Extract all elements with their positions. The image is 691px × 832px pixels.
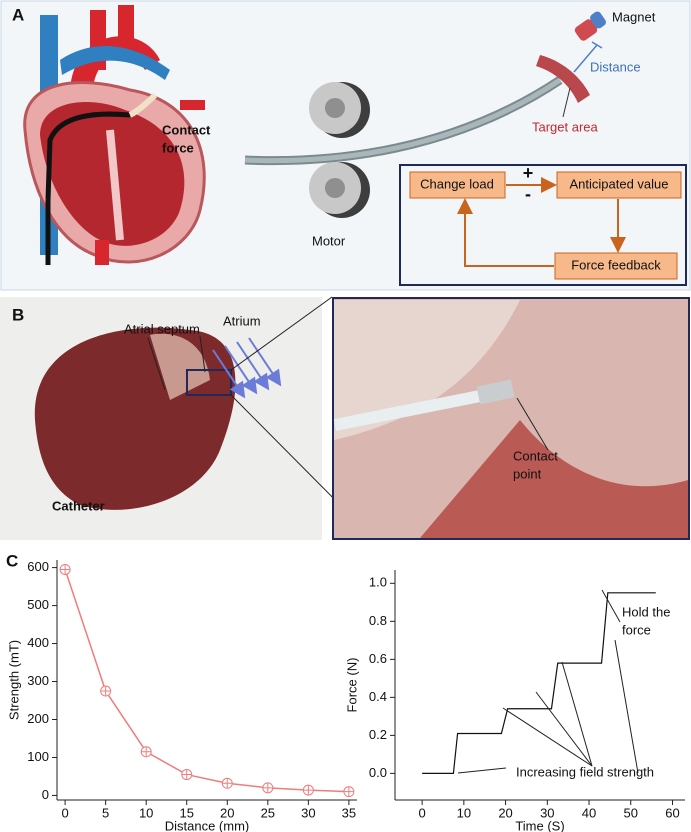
y-tick-label: 0.2 [369, 727, 387, 742]
y-tick-label: 0 [42, 787, 49, 802]
zoom-line [230, 296, 333, 371]
x-tick-label: 30 [301, 805, 315, 820]
data-line [422, 592, 656, 774]
annotation-line [601, 589, 621, 623]
catheter-label: Catheter [52, 498, 105, 513]
box-text: Anticipated value [569, 176, 668, 191]
annotation-line [614, 639, 639, 774]
data-point [221, 777, 233, 789]
heart-photo-shape [150, 333, 210, 400]
distance-label: Distance [590, 59, 641, 74]
zoom-catheter [333, 389, 487, 431]
magnet-label: Magnet [612, 9, 656, 24]
data-point [262, 782, 274, 794]
y-tick-label: 400 [27, 635, 49, 650]
leader-line [147, 337, 166, 391]
y-tick-label: 0.0 [369, 765, 387, 780]
box [554, 252, 678, 280]
contact-point-label: point [513, 466, 542, 481]
panel-label: C [6, 551, 18, 570]
y-tick-label: 100 [27, 749, 49, 764]
x-tick-label: 10 [457, 805, 471, 820]
y-tick-label: 300 [27, 673, 49, 688]
minus-sign: - [525, 184, 531, 204]
contact-point-label: Contact [513, 448, 558, 463]
annotation: Increasing field strength [516, 764, 654, 779]
atrium-label: Atrium [223, 313, 261, 328]
plus-sign: + [523, 163, 534, 183]
data-point [343, 786, 355, 798]
data-line [64, 569, 349, 793]
field-arrows [212, 337, 282, 399]
annotation-line [561, 661, 593, 767]
x-tick-label: 50 [624, 805, 638, 820]
leader-line [199, 335, 206, 373]
motor-label: Motor [312, 233, 346, 248]
data-point [181, 769, 193, 781]
zoom-tissue [420, 420, 688, 538]
y-tick-label: 600 [27, 559, 49, 574]
heart-illustration [23, 5, 206, 265]
leader-line [516, 397, 549, 451]
contact-force-label: Contact [162, 122, 211, 137]
annotation-line [457, 767, 507, 774]
x-tick-label: 60 [665, 805, 679, 820]
data-point [100, 685, 112, 697]
y-tick-label: 0.6 [369, 651, 387, 666]
y-tick-label: 0.8 [369, 613, 387, 628]
panel-label: B [12, 305, 24, 324]
y-tick-label: 1.0 [369, 575, 387, 590]
x-tick-label: 0 [61, 805, 68, 820]
feedback-frame [399, 164, 687, 286]
box-text: Force feedback [571, 257, 661, 272]
annotation: Hold the [622, 604, 670, 619]
x-tick-label: 20 [220, 805, 234, 820]
catheter-and-motor [244, 11, 606, 218]
data-point [59, 563, 71, 575]
x-axis-label: Time (S) [515, 818, 564, 832]
contact-force-label: force [162, 140, 194, 155]
y-tick-label: 200 [27, 711, 49, 726]
x-tick-label: 25 [261, 805, 275, 820]
annotation-line [535, 691, 593, 767]
x-tick-label: 40 [582, 805, 596, 820]
annotation: force [622, 622, 651, 637]
zoom-catheter-tip [476, 379, 515, 405]
arrow [457, 198, 554, 267]
box-text: Change load [420, 176, 494, 191]
y-tick-label: 500 [27, 597, 49, 612]
x-tick-label: 20 [498, 805, 512, 820]
box [409, 171, 506, 199]
y-axis-label: Strength (mT) [6, 640, 21, 720]
x-tick-label: 35 [342, 805, 356, 820]
x-tick-label: 5 [102, 805, 109, 820]
x-tick-label: 15 [179, 805, 193, 820]
x-tick-label: 0 [419, 805, 426, 820]
x-tick-label: 10 [139, 805, 153, 820]
data-point [302, 784, 314, 796]
annotation-line [502, 707, 593, 767]
target-area-label: Target area [532, 119, 599, 134]
x-tick-label: 30 [540, 805, 554, 820]
panel-label: A [12, 5, 24, 24]
y-tick-label: 0.4 [369, 689, 387, 704]
data-point [140, 746, 152, 758]
y-axis-label: Force (N) [344, 658, 359, 713]
x-axis-label: Distance (mm) [165, 818, 250, 832]
zoom-tissue [334, 300, 520, 440]
atrial-septum-label: Atrial septum [124, 321, 200, 336]
box [556, 171, 682, 199]
